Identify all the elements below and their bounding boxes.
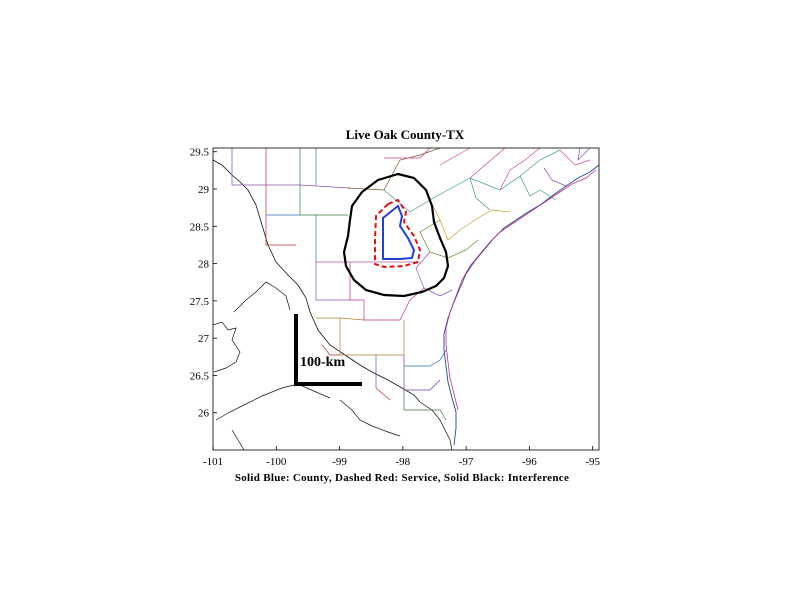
y-tick-label: 26.5 xyxy=(190,370,210,382)
legend-caption: Solid Blue: County, Dashed Red: Service,… xyxy=(235,472,569,484)
y-tick-label: 28 xyxy=(198,259,210,271)
y-tick-label: 29 xyxy=(198,184,210,196)
map-area: 100-km xyxy=(212,147,600,451)
map-frame xyxy=(212,147,600,451)
x-tick-label: -96 xyxy=(522,456,537,468)
x-axis: -101 -100 -99 -98 -97 -96 -95 xyxy=(203,446,600,468)
y-axis: 26 26.5 27 27.5 28 28.5 29 29.5 xyxy=(190,147,217,420)
map-title: Live Oak County-TX xyxy=(346,127,465,142)
gulf-coast xyxy=(443,164,600,446)
interference-contour xyxy=(342,172,450,298)
x-tick-label: -99 xyxy=(332,456,347,468)
service-contour xyxy=(374,198,422,269)
x-tick-label: -97 xyxy=(459,456,474,468)
scale-bar: 100-km xyxy=(294,314,362,386)
county-lines xyxy=(231,147,591,421)
y-tick-label: 26 xyxy=(198,408,210,420)
county-outline xyxy=(382,204,416,260)
x-tick-label: -101 xyxy=(203,456,223,468)
mexico-border xyxy=(212,159,421,403)
x-tick-label: -95 xyxy=(585,456,600,468)
scale-bar-label: 100-km xyxy=(300,355,345,370)
y-tick-label: 27 xyxy=(198,333,210,345)
y-tick-label: 28.5 xyxy=(190,221,210,233)
y-tick-label: 27.5 xyxy=(190,296,210,308)
x-tick-label: -100 xyxy=(266,456,287,468)
x-tick-label: -98 xyxy=(396,456,411,468)
y-tick-label: 29.5 xyxy=(190,147,210,159)
